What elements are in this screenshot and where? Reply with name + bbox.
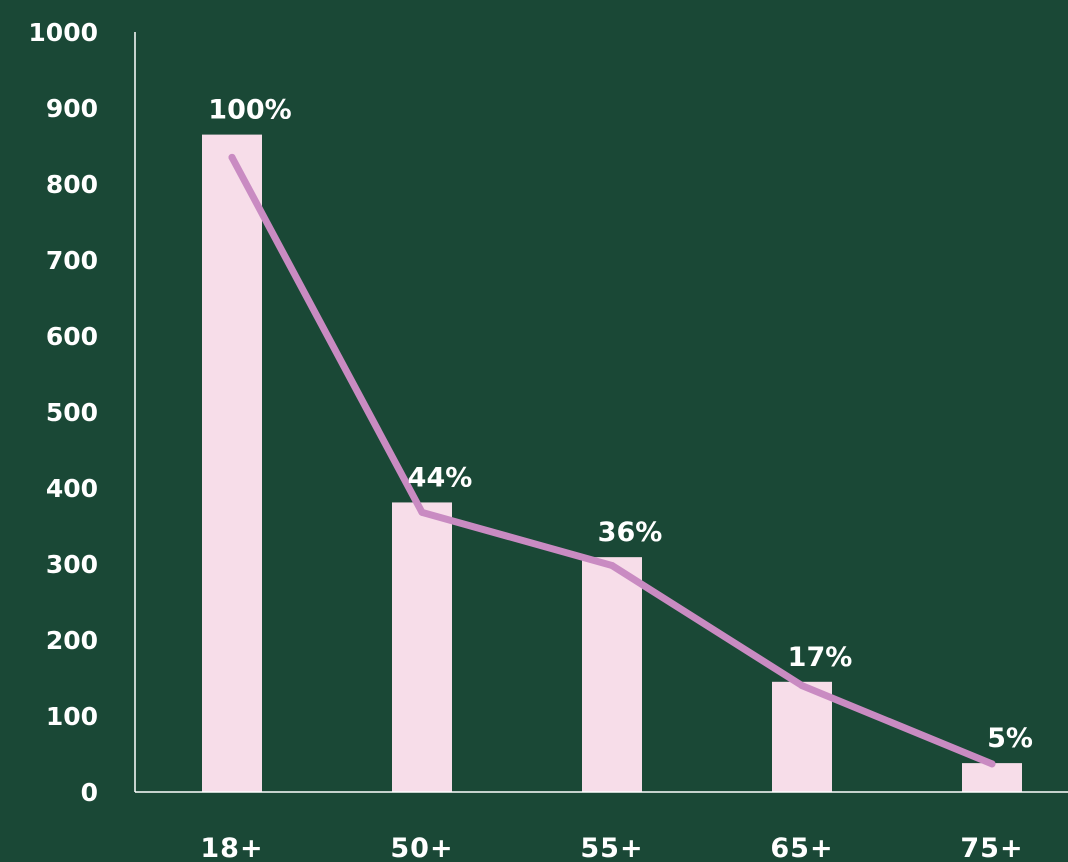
y-tick-label-100: 100 [46, 702, 98, 731]
y-tick-label-1000: 1000 [28, 18, 98, 47]
line-point-55+ [608, 562, 616, 570]
y-tick-label-0: 0 [81, 778, 98, 807]
data-label-65+: 17% [788, 642, 853, 673]
y-tick-label-700: 700 [46, 246, 98, 275]
axes [134, 32, 1068, 793]
x-category-label-65+: 65+ [770, 833, 833, 862]
y-axis-ticks: 0 100 200 300 400 500 600 700 800 900 1000 [28, 18, 98, 807]
x-category-label-50+: 50+ [390, 833, 453, 862]
line-series [228, 153, 996, 768]
x-category-label-55+: 55+ [580, 833, 643, 862]
y-tick-label-300: 300 [46, 550, 98, 579]
data-labels: 100% 44% 36% 17% 5% [208, 95, 1033, 755]
bar-65+ [772, 681, 832, 792]
line-point-50+ [418, 508, 426, 516]
line-point-75+ [988, 760, 996, 768]
line-point-65+ [798, 682, 806, 690]
data-label-75+: 5% [987, 723, 1033, 754]
y-tick-label-500: 500 [46, 398, 98, 427]
x-category-label-75+: 75+ [960, 833, 1023, 862]
bar-75+ [962, 763, 1022, 792]
data-label-18+: 100% [208, 95, 291, 126]
bar-50+ [392, 502, 452, 792]
data-label-50+: 44% [408, 462, 473, 493]
bar-series [202, 134, 1022, 793]
x-category-label-18+: 18+ [200, 833, 263, 862]
y-tick-label-900: 900 [46, 94, 98, 123]
bar-18+ [202, 134, 262, 793]
bar-55+ [582, 557, 642, 792]
y-tick-label-200: 200 [46, 626, 98, 655]
y-tick-label-600: 600 [46, 322, 98, 351]
line-point-18+ [228, 153, 236, 161]
y-tick-label-400: 400 [46, 474, 98, 503]
x-axis-category-labels: 18+ 50+ 55+ 65+ 75+ [200, 833, 1023, 862]
data-label-55+: 36% [598, 517, 663, 548]
y-tick-label-800: 800 [46, 170, 98, 199]
